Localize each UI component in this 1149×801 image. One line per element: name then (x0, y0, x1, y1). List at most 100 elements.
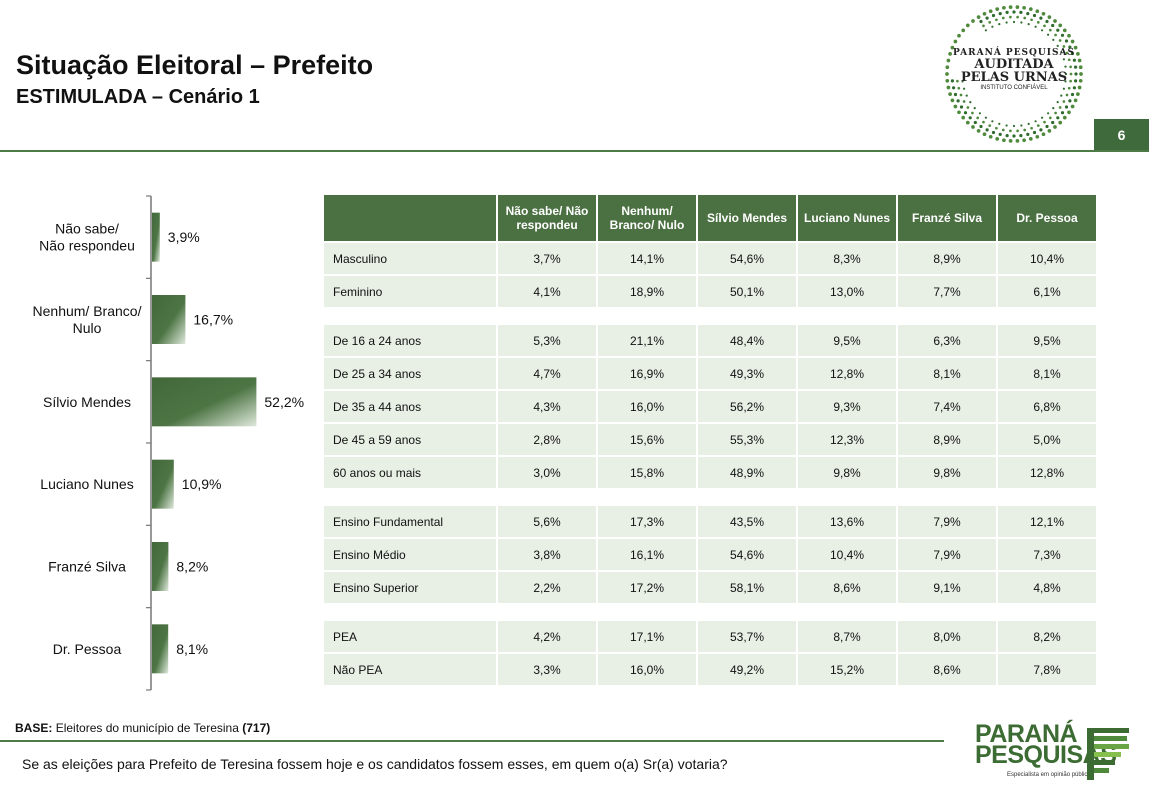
table-cell: 58,1% (698, 572, 796, 603)
table-cell: 4,3% (498, 391, 596, 422)
table-cell: 9,3% (798, 391, 896, 422)
table-cell: 6,8% (998, 391, 1096, 422)
logo-line1: PARANÁ (975, 720, 1078, 748)
table-cell: 4,2% (498, 621, 596, 652)
row-label: De 16 a 24 anos (324, 325, 496, 356)
table-row: Feminino 4,1% 18,9% 50,1% 13,0% 7,7% 6,1% (324, 276, 1096, 307)
table-row: Ensino Fundamental 5,6% 17,3% 43,5% 13,6% 7,9… (324, 506, 1096, 537)
table-cell: 8,6% (798, 572, 896, 603)
table-cell: 8,1% (998, 358, 1096, 389)
table-cell: 9,5% (998, 325, 1096, 356)
table-cell: 54,6% (698, 243, 796, 274)
table-cell: 56,2% (698, 391, 796, 422)
group-spacer (324, 309, 1096, 323)
table-cell: 15,6% (598, 424, 696, 455)
row-label: Ensino Fundamental (324, 506, 496, 537)
audit-seal: PARANÁ PESQUISAS AUDITADA PELAS URNAS IN… (940, 2, 1088, 148)
category-label: Dr. Pessoa (53, 641, 122, 657)
base-text: Eleitores do município de Teresina (55, 721, 239, 735)
base-count: (717) (242, 721, 271, 735)
table-cell: 9,8% (898, 457, 996, 488)
column-header: Franzé Silva (898, 195, 996, 241)
bar-value-label: 3,9% (168, 229, 200, 245)
footer-divider (0, 740, 944, 742)
table-cell: 43,5% (698, 506, 796, 537)
table-cell: 54,6% (698, 539, 796, 570)
table-row: Masculino 3,7% 14,1% 54,6% 8,3% 8,9% 10,4% (324, 243, 1096, 274)
page-number: 6 (1094, 119, 1149, 150)
table-cell: 7,4% (898, 391, 996, 422)
table-cell: 12,8% (798, 358, 896, 389)
table-row: De 35 a 44 anos 4,3% 16,0% 56,2% 9,3% 7,4% 6,8… (324, 391, 1096, 422)
table-cell: 5,3% (498, 325, 596, 356)
base-note: BASE: Eleitores do município de Teresina… (15, 721, 270, 735)
table-cell: 16,1% (598, 539, 696, 570)
header-divider (0, 150, 1149, 152)
survey-question: Se as eleições para Prefeito de Teresina… (22, 756, 728, 772)
row-label: 60 anos ou mais (324, 457, 496, 488)
table-row: Ensino Superior 2,2% 17,2% 58,1% 8,6% 9,1% 4,8… (324, 572, 1096, 603)
bar-value-label: 8,2% (176, 559, 208, 575)
table-row: De 45 a 59 anos 2,8% 15,6% 55,3% 12,3% 8,9% 5,… (324, 424, 1096, 455)
table-cell: 48,9% (698, 457, 796, 488)
table-cell: 49,3% (698, 358, 796, 389)
bar-value-label: 8,1% (176, 641, 208, 657)
table-cell: 10,4% (998, 243, 1096, 274)
table-cell: 2,8% (498, 424, 596, 455)
table-cell: 3,7% (498, 243, 596, 274)
table-cell: 50,1% (698, 276, 796, 307)
table-row: PEA 4,2% 17,1% 53,7% 8,7% 8,0% 8,2% (324, 621, 1096, 652)
group-spacer (324, 490, 1096, 504)
row-label: Ensino Médio (324, 539, 496, 570)
row-label: PEA (324, 621, 496, 652)
logo-flag-icon (1087, 728, 1129, 780)
table-cell: 55,3% (698, 424, 796, 455)
table-cell: 8,6% (898, 654, 996, 685)
table-cell: 12,3% (798, 424, 896, 455)
table-row: De 16 a 24 anos 5,3% 21,1% 48,4% 9,5% 6,3% 9,5… (324, 325, 1096, 356)
table-cell: 8,2% (998, 621, 1096, 652)
table-cell: 6,1% (998, 276, 1096, 307)
table-cell: 6,3% (898, 325, 996, 356)
table-cell: 18,9% (598, 276, 696, 307)
table-cell: 10,4% (798, 539, 896, 570)
column-header: Não sabe/ Não respondeu (498, 195, 596, 241)
table-cell: 17,1% (598, 621, 696, 652)
category-label: Nulo (73, 320, 102, 336)
table-row: Não PEA 3,3% 16,0% 49,2% 15,2% 8,6% 7,8% (324, 654, 1096, 685)
table-cell: 7,9% (898, 506, 996, 537)
table-cell: 9,8% (798, 457, 896, 488)
bar-2 (152, 377, 257, 427)
table-header-row: Não sabe/ Não respondeu Nenhum/Branco/ Nul… (324, 195, 1096, 241)
table-body: Masculino 3,7% 14,1% 54,6% 8,3% 8,9% 10,4% Femi… (324, 243, 1096, 685)
table-cell: 21,1% (598, 325, 696, 356)
row-label: Não PEA (324, 654, 496, 685)
category-label: Nenhum/ Branco/ (33, 303, 142, 319)
table-cell: 4,8% (998, 572, 1096, 603)
vote-intention-bar-chart: 3,9% Não sabe/Não respondeu 16,7% Nenhum/ B… (33, 195, 304, 691)
seal-line2: AUDITADA (974, 57, 1054, 72)
table-cell: 2,2% (498, 572, 596, 603)
table-cell: 17,3% (598, 506, 696, 537)
table-cell: 3,0% (498, 457, 596, 488)
bar-value-label: 52,2% (264, 394, 304, 410)
row-label: De 45 a 59 anos (324, 424, 496, 455)
table-cell: 7,9% (898, 539, 996, 570)
table-cell: 16,0% (598, 391, 696, 422)
bar-value-label: 10,9% (182, 476, 222, 492)
table-cell: 8,7% (798, 621, 896, 652)
table-cell: 17,2% (598, 572, 696, 603)
table-cell: 12,1% (998, 506, 1096, 537)
table-cell: 7,7% (898, 276, 996, 307)
row-label: Masculino (324, 243, 496, 274)
table-row: Ensino Médio 3,8% 16,1% 54,6% 10,4% 7,9% 7,3% (324, 539, 1096, 570)
crosstab-table: Não sabe/ Não respondeu Nenhum/Branco/ Nul… (322, 193, 1098, 687)
column-header: Luciano Nunes (798, 195, 896, 241)
table-cell: 9,5% (798, 325, 896, 356)
bar-3 (152, 459, 174, 509)
table-cell: 13,6% (798, 506, 896, 537)
table-cell: 8,0% (898, 621, 996, 652)
category-label: Não respondeu (39, 238, 135, 254)
table-row: De 25 a 34 anos 4,7% 16,9% 49,3% 12,8% 8,1% 8,… (324, 358, 1096, 389)
table-cell: 3,3% (498, 654, 596, 685)
